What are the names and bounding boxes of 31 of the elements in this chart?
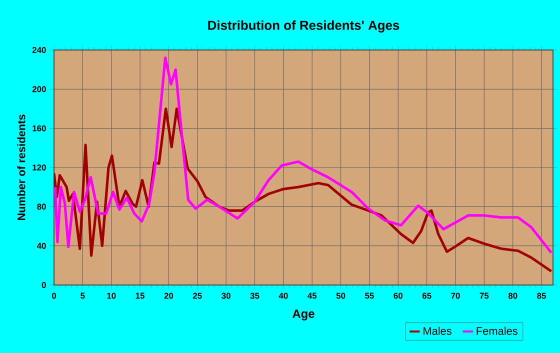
x-tick-label: 10 xyxy=(107,292,116,299)
legend-label: Males xyxy=(424,326,452,335)
y-tick-label: 0 xyxy=(42,282,46,288)
x-tick-label: 5 xyxy=(80,292,85,299)
x-tick-label: 25 xyxy=(192,292,202,299)
x-tick-label: 60 xyxy=(394,292,403,299)
x-tick-label: 20 xyxy=(164,292,174,299)
x-tick-label: 15 xyxy=(136,292,145,299)
x-tick-label: 0 xyxy=(52,292,56,299)
chart-title: Distribution of Residents' Ages xyxy=(208,20,400,33)
y-axis-title: Number of residents xyxy=(17,114,26,220)
line-series xyxy=(54,56,553,254)
y-tick-label: 240 xyxy=(32,47,46,53)
x-tick-label: 45 xyxy=(308,292,317,299)
x-tick-label: 55 xyxy=(365,292,374,299)
x-tick-label: 35 xyxy=(250,292,260,299)
x-tick-label: 85 xyxy=(537,292,546,299)
y-tick-label: 200 xyxy=(32,86,46,92)
y-tick-label: 40 xyxy=(36,242,46,249)
x-tick-label: 75 xyxy=(480,292,489,299)
y-tick-label: 160 xyxy=(32,125,46,132)
x-axis-title: Age xyxy=(292,310,314,320)
x-tick-label: 65 xyxy=(422,292,432,299)
x-tick-label: 30 xyxy=(222,292,230,299)
y-tick-label: 80 xyxy=(37,204,46,210)
x-tick-label: 80 xyxy=(508,292,518,299)
x-tick-label: 50 xyxy=(336,292,346,299)
y-tick-label: 120 xyxy=(32,164,46,170)
legend-label: Females xyxy=(476,326,518,335)
x-tick-label: 40 xyxy=(278,292,288,299)
x-tick-label: 70 xyxy=(451,292,460,299)
